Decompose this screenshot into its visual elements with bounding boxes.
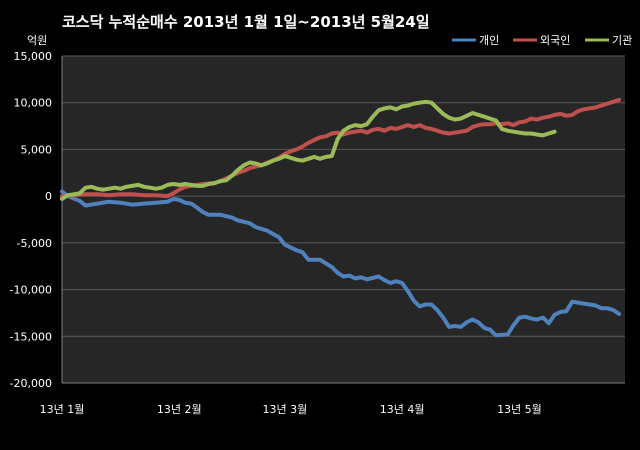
y-tick-label: -15,000 (10, 330, 52, 343)
y-tick-label: -20,000 (10, 377, 52, 390)
x-tick-label: 13년 2월 (157, 403, 202, 416)
legend-label: 개인 (479, 34, 499, 47)
y-tick-label: 0 (45, 190, 52, 203)
y-axis-unit-label: 억원 (27, 34, 47, 47)
legend: 개인 외국인 기관 (452, 34, 632, 47)
y-tick-label: -10,000 (10, 284, 52, 297)
y-tick-label: 10,000 (14, 97, 53, 110)
y-axis-ticks: -20,000 -15,000 -10,000 -5,000 0 5,000 10,000 1… (10, 50, 52, 390)
x-tick-label: 13년 3월 (262, 403, 307, 416)
legend-label: 외국인 (540, 34, 570, 47)
x-axis-ticks: 13년 1월 13년 2월 13년 3월 13년 4월 13년 5월 (40, 403, 542, 416)
y-tick-label: 5,000 (21, 143, 53, 156)
x-tick-label: 13년 1월 (40, 403, 85, 416)
series-line-3 (60, 99, 557, 201)
y-tick-label: -5,000 (17, 237, 52, 250)
series-line-1 (60, 189, 622, 338)
y-tick-label: 15,000 (14, 50, 53, 63)
x-tick-label: 13년 4월 (380, 403, 425, 416)
series-lines (60, 97, 622, 338)
x-tick-label: 13년 5월 (497, 403, 542, 416)
plot-area (62, 56, 625, 383)
grid-lines (61, 55, 625, 384)
chart-title: 코스닥 누적순매수 2013년 1월 1일~2013년 5월24일 (62, 13, 430, 31)
legend-label: 기관 (612, 34, 632, 47)
